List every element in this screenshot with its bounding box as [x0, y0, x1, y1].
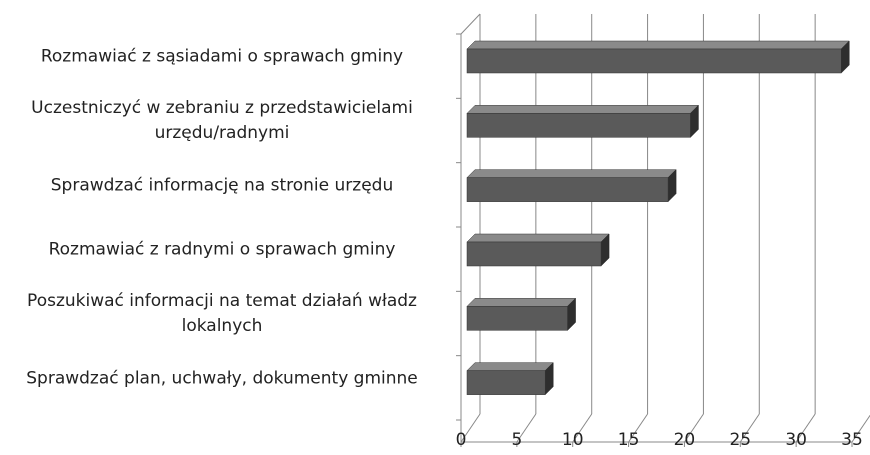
bar-top: [466, 169, 677, 178]
bar: [466, 370, 546, 395]
grid-line: [684, 413, 704, 443]
x-tick-label: 0: [456, 430, 467, 450]
x-tick-label: 20: [674, 430, 696, 450]
bar: [466, 48, 842, 74]
category-label: Sprawdzać informację na stronie urzędu: [50, 175, 394, 196]
grid-line: [851, 414, 870, 443]
x-tick-label: 10: [562, 430, 584, 450]
bar: [466, 177, 669, 202]
grid-line: [572, 413, 593, 443]
x-tick-label: 35: [841, 430, 863, 450]
bar-top: [466, 233, 610, 243]
grid-line: [739, 413, 760, 443]
grid-line: [628, 413, 648, 443]
category-label: Rozmawiać z radnymi o sprawach gminy: [48, 239, 396, 260]
category-label: Uczestniczyć w zebraniu z przedstawiciel…: [31, 98, 413, 144]
x-tick-label: 30: [785, 430, 807, 450]
category-label: Sprawdzać plan, uchwały, dokumenty gminn…: [26, 368, 418, 389]
grid-line: [516, 413, 537, 443]
bar-top: [466, 40, 850, 50]
x-tick-label: 5: [511, 430, 522, 450]
bar: [466, 113, 691, 138]
x-tick-label: 25: [729, 430, 751, 450]
bar-top: [466, 298, 577, 307]
category-label: Poszukiwać informacji na temat działań w…: [27, 291, 417, 337]
x-tick-label: 15: [618, 430, 640, 450]
bar: [466, 306, 568, 331]
bar: [466, 241, 602, 267]
grid-line: [460, 413, 481, 443]
category-label: Rozmawiać z sąsiadami o sprawach gminy: [40, 46, 404, 67]
bar-top: [466, 362, 554, 371]
bar-top: [466, 105, 700, 114]
axis-line: [460, 13, 481, 35]
grid-line: [795, 413, 816, 443]
